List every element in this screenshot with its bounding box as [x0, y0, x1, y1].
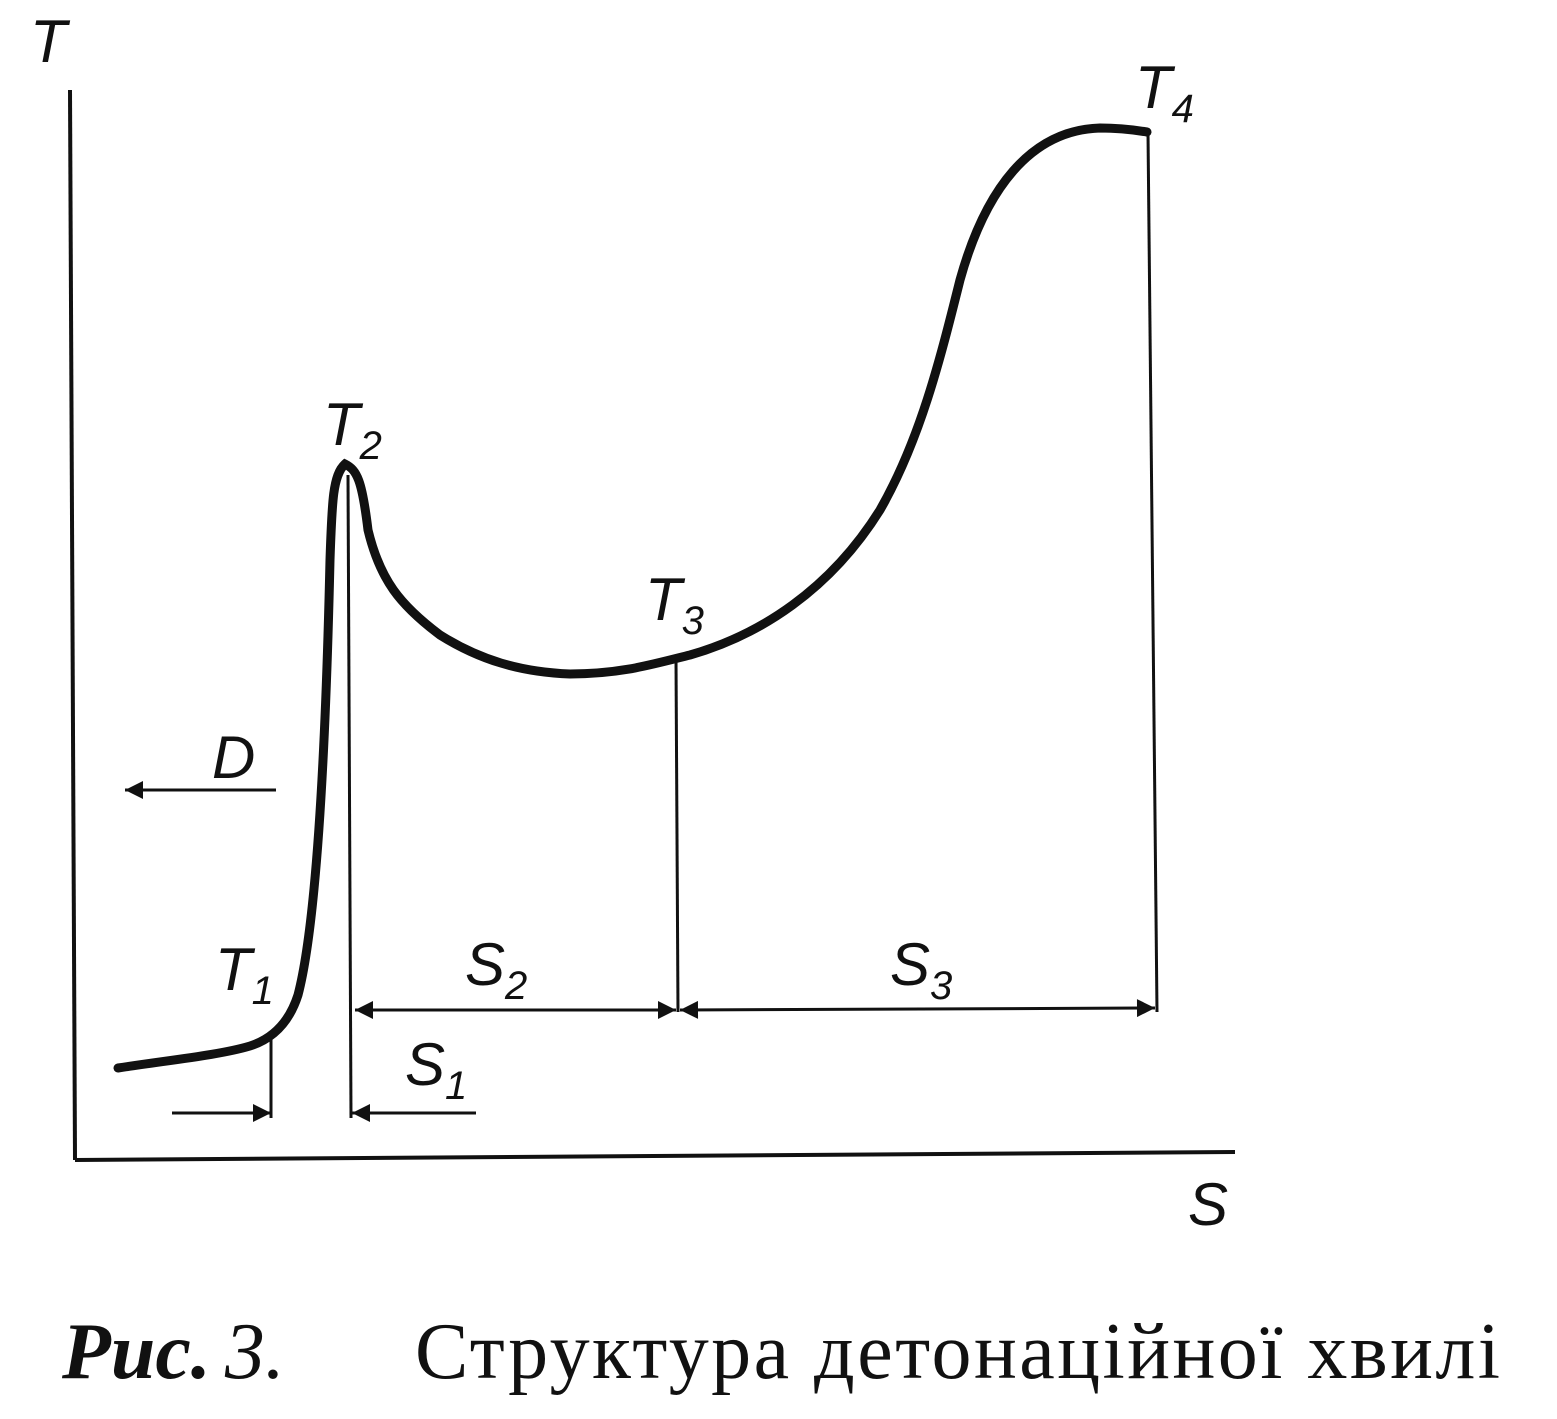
label-part: 1	[252, 969, 274, 1013]
t2-line	[346, 474, 353, 1119]
label-part: 3.	[224, 1308, 285, 1396]
y-axis-label: T	[30, 8, 71, 75]
label-part: 3	[930, 964, 952, 1008]
t4-line	[1146, 132, 1159, 1013]
label-part: S	[465, 931, 505, 998]
t3-line	[674, 659, 680, 1013]
label-part: T	[215, 936, 256, 1003]
label-part: 2	[504, 964, 527, 1008]
s2-label: S2	[465, 931, 527, 1008]
label-part: 2	[359, 424, 382, 468]
label-part: 1	[445, 1064, 467, 1108]
label-part: T	[1135, 54, 1176, 121]
label-part: 3	[682, 599, 704, 643]
label-part: Рис.	[61, 1308, 211, 1396]
t3-label: T3	[645, 566, 704, 643]
temperature-curve	[113, 123, 1152, 1073]
caption-text: Структура детонаційної хвилі	[415, 1308, 1500, 1396]
s3-arrow	[679, 999, 1156, 1019]
label-part: T	[645, 566, 686, 633]
x-axis	[74, 1150, 1236, 1162]
y-axis	[68, 89, 77, 1161]
label-part: S	[890, 931, 930, 998]
t1-label: T1	[215, 936, 274, 1013]
label-part: S	[405, 1031, 445, 1098]
label-part: T	[323, 391, 364, 458]
t4-label: T4	[1135, 54, 1194, 131]
s1-label: S1	[405, 1031, 467, 1108]
label-part: 4	[1172, 87, 1194, 131]
direction-label: D	[212, 724, 255, 791]
t2-label: T2	[323, 391, 382, 468]
s3-label: S3	[890, 931, 952, 1008]
x-axis-label: S	[1188, 1171, 1228, 1238]
caption: Рис. 3.	[61, 1308, 285, 1396]
